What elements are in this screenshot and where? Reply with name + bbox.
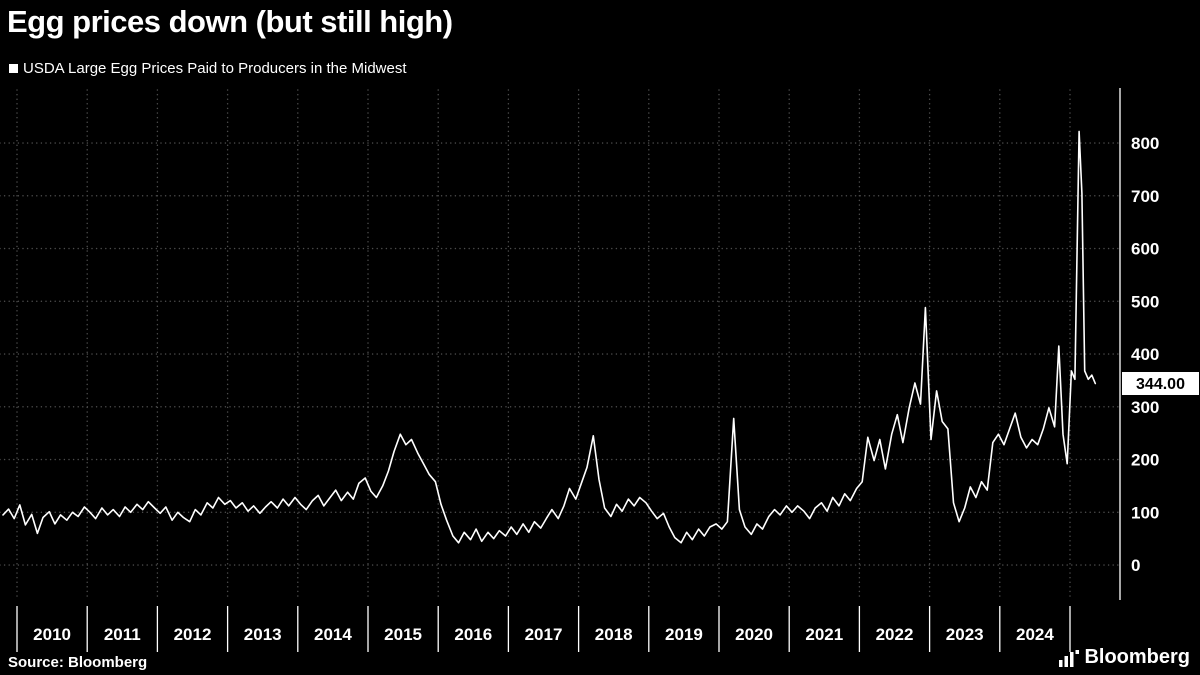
bloomberg-logo: Bloomberg [1059, 646, 1190, 669]
x-axis-label: 2015 [384, 625, 422, 644]
x-axis-label: 2021 [805, 625, 843, 644]
legend-label: USDA Large Egg Prices Paid to Producers … [23, 60, 407, 77]
x-axis-label: 2012 [174, 625, 212, 644]
x-axis-label: 2020 [735, 625, 773, 644]
legend: USDA Large Egg Prices Paid to Producers … [9, 60, 407, 77]
x-axis-label: 2022 [876, 625, 914, 644]
bloomberg-logo-icon [1059, 650, 1080, 667]
y-axis-label: 400 [1131, 345, 1159, 364]
x-axis-label: 2024 [1016, 625, 1054, 644]
x-axis-label: 2023 [946, 625, 984, 644]
last-value-badge: 344.00 [1122, 372, 1199, 395]
last-value-label: 344.00 [1136, 376, 1185, 393]
x-axis-label: 2017 [525, 625, 563, 644]
x-axis-label: 2010 [33, 625, 71, 644]
y-axis-label: 200 [1131, 451, 1159, 470]
source-label: Source: Bloomberg [8, 654, 148, 671]
legend-swatch-icon [9, 64, 18, 73]
bloomberg-logo-text: Bloomberg [1084, 646, 1190, 668]
price-line [2, 130, 1097, 544]
x-axis-labels: 2010 2011 2012 2013 2014 2015 2016 2017 2018 2019… [33, 625, 1054, 644]
y-axis-labels: 800 700 600 500 400 300 200 100 0 [1131, 134, 1159, 575]
gridlines [0, 89, 1121, 601]
x-axis-label: 2018 [595, 625, 633, 644]
y-axis-label: 600 [1131, 240, 1159, 259]
y-axis-label: 0 [1131, 556, 1140, 575]
y-axis-label: 500 [1131, 292, 1159, 311]
y-axis-label: 700 [1131, 187, 1159, 206]
y-axis-label: 100 [1131, 503, 1159, 522]
x-axis-label: 2014 [314, 625, 352, 644]
x-axis-label: 2016 [454, 625, 492, 644]
chart-title: Egg prices down (but still high) [7, 4, 453, 39]
y-axis-label: 800 [1131, 134, 1159, 153]
last-value-badge-box [1122, 372, 1199, 395]
x-axis-label: 2011 [104, 625, 141, 644]
x-axis-label: 2013 [244, 625, 282, 644]
x-axis-ticks [16, 606, 1071, 652]
x-axis-label: 2019 [665, 625, 703, 644]
y-axis-label: 300 [1131, 398, 1159, 417]
